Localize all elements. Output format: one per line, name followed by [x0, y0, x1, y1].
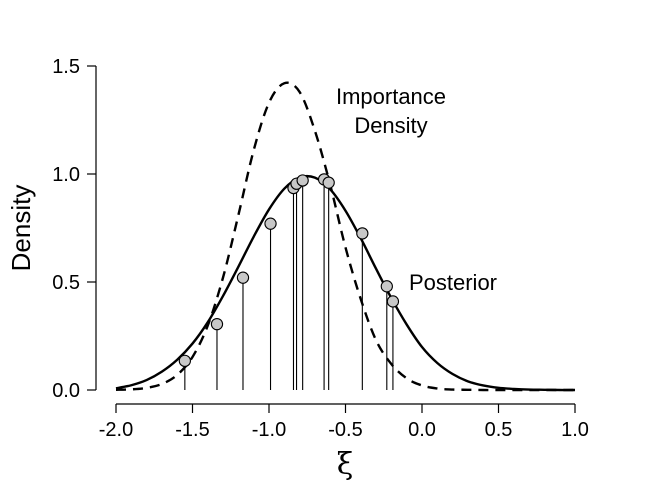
- posterior-curve: [115, 174, 576, 392]
- x-axis-label: ξ: [337, 447, 354, 482]
- sample-point: [178, 354, 191, 367]
- sample-point: [210, 317, 224, 331]
- x-tick-label: -1.0: [252, 419, 286, 441]
- sample-point: [236, 271, 250, 284]
- x-tick-label: -1.5: [175, 419, 209, 441]
- y-tick-label: 1.0: [52, 164, 80, 186]
- sample-stems: [184, 179, 394, 390]
- y-tick-label: 0.5: [52, 272, 80, 294]
- sample-point: [296, 174, 309, 187]
- y-axis-label: Density: [6, 185, 36, 272]
- sample-point: [264, 217, 277, 230]
- sample-point: [380, 280, 393, 293]
- axes: -2.0 -1.5 -1.0 -0.5 0.0 0.5 1.0 0.0 0.5 1.0 1.5: [52, 56, 589, 441]
- y-tick-label: 0.0: [52, 380, 80, 402]
- x-tick-label: -2.0: [99, 419, 133, 441]
- sample-markers: [178, 173, 400, 367]
- sample-point: [386, 295, 400, 308]
- sample-point: [322, 176, 335, 189]
- sample-point: [356, 227, 369, 240]
- y-tick-label: 1.5: [52, 56, 80, 78]
- x-tick-label: 0.0: [408, 419, 436, 441]
- x-tick-label: 0.5: [485, 419, 513, 441]
- importance-density-curve: [115, 81, 575, 392]
- density-curves: [115, 81, 576, 392]
- importance-density-annotation-line2: Density: [354, 113, 427, 138]
- x-tick-label: 1.0: [561, 419, 589, 441]
- importance-density-annotation-line1: Importance: [336, 84, 446, 109]
- x-tick-label: -0.5: [328, 419, 362, 441]
- posterior-annotation: Posterior: [409, 270, 497, 295]
